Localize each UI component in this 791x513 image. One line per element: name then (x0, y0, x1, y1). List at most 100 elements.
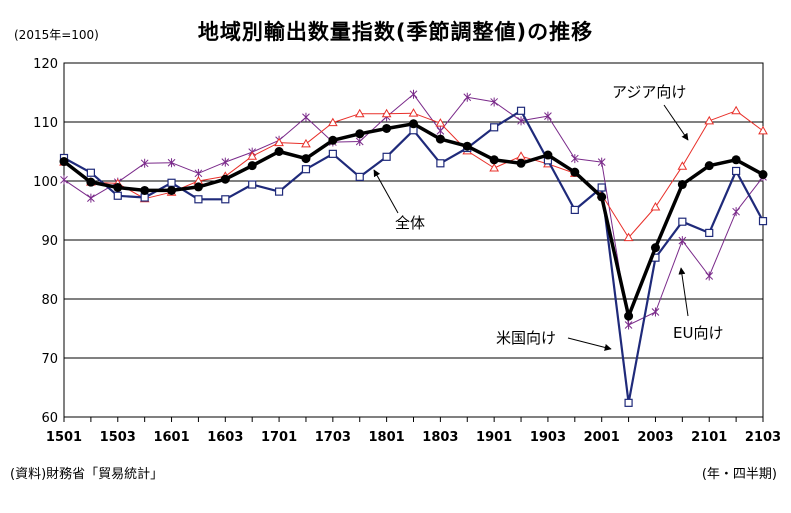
point-全体 (167, 185, 177, 195)
point-米国向け (490, 123, 499, 132)
x-tick-label: 1603 (207, 430, 243, 445)
x-tick-label: 1501 (46, 430, 82, 445)
point-EU向け (490, 97, 499, 107)
point-米国向け (274, 187, 284, 196)
point-米国向け (758, 217, 768, 226)
point-全体 (624, 311, 634, 321)
point-米国向け (516, 106, 526, 115)
x-tick-label: 2003 (637, 430, 673, 445)
point-全体 (86, 177, 96, 187)
point-全体 (220, 174, 230, 184)
x-tick-label: 1903 (530, 430, 566, 445)
point-アジア向け (677, 161, 688, 170)
point-アジア向け (516, 151, 526, 160)
point-EU向け (463, 92, 472, 102)
point-全体 (570, 167, 580, 177)
point-EU向け (221, 157, 230, 167)
point-全体 (516, 158, 526, 168)
x-tick-label: 2103 (745, 430, 781, 445)
point-EU向け (60, 175, 68, 185)
point-アジア向け (274, 137, 284, 147)
annotation-label: EU向け (673, 324, 723, 342)
x-tick-label: 1801 (369, 430, 405, 445)
point-全体 (274, 147, 284, 156)
point-全体 (355, 129, 365, 139)
point-EU向け (624, 320, 633, 330)
point-全体 (247, 161, 257, 171)
annotation-arrow (373, 169, 399, 214)
point-アジア向け (758, 125, 768, 135)
point-アジア向け (247, 151, 258, 160)
series-米国向け (59, 106, 768, 407)
x-tick-label: 2101 (691, 430, 727, 445)
point-アジア向け (623, 232, 634, 242)
point-アジア向け (381, 108, 392, 118)
point-全体 (650, 243, 660, 253)
point-アジア向け (408, 108, 419, 117)
point-全体 (140, 185, 150, 195)
point-全体 (435, 134, 445, 144)
point-EU向け (140, 158, 149, 168)
point-米国向け (140, 193, 149, 202)
point-全体 (301, 154, 311, 164)
annotation-label: アジア向け (612, 83, 686, 101)
point-全体 (328, 135, 338, 145)
y-tick-label: 80 (41, 293, 58, 308)
point-EU向け (678, 236, 687, 246)
point-アジア向け (354, 108, 365, 118)
chart-title: 地域別輸出数量指数(季節調整値)の推移 (197, 20, 594, 44)
y-tick-label: 110 (33, 116, 58, 131)
point-米国向け (328, 149, 337, 158)
y-axis: 60 70 80 90 100 110 120 (33, 57, 58, 426)
point-米国向け (194, 195, 203, 204)
period-label: (年・四半期) (701, 467, 777, 482)
annotation-arrow (567, 337, 612, 351)
point-EU向け (355, 136, 364, 146)
point-米国向け (436, 159, 445, 168)
y-tick-label: 100 (33, 175, 58, 190)
point-EU向け (409, 89, 418, 99)
annotation-arrow (663, 104, 689, 141)
point-アジア向け (301, 138, 311, 148)
point-EU向け (732, 207, 740, 217)
y-tick-label: 120 (33, 57, 58, 72)
point-米国向け (221, 195, 230, 204)
point-米国向け (705, 228, 714, 238)
point-EU向け (167, 158, 176, 168)
point-米国向け (167, 178, 176, 187)
point-全体 (113, 182, 123, 192)
annotation-label: 全体 (395, 214, 425, 232)
point-アジア向け (731, 105, 741, 115)
point-EU向け (302, 112, 310, 122)
point-全体 (731, 155, 741, 165)
point-米国向け (86, 168, 95, 177)
point-米国向け (382, 152, 391, 161)
y-tick-label: 70 (41, 352, 58, 367)
point-米国向け (301, 165, 311, 174)
point-全体 (489, 155, 499, 165)
series-group (59, 89, 768, 407)
point-EU向け (544, 111, 552, 121)
point-EU向け (651, 307, 660, 317)
source-note: (資料)財務省「貿易統計」 (10, 467, 164, 482)
point-全体 (677, 180, 687, 190)
annotation-label: 米国向け (496, 329, 556, 347)
point-米国向け (597, 183, 606, 192)
point-EU向け (597, 157, 606, 167)
x-tick-label: 1601 (153, 430, 189, 445)
x-tick-label: 1803 (422, 430, 458, 445)
x-tick-label: 1703 (315, 430, 351, 445)
point-EU向け (570, 154, 579, 164)
point-アジア向け (327, 117, 338, 127)
point-全体 (462, 141, 472, 151)
point-全体 (193, 182, 203, 192)
y-tick-label: 60 (41, 411, 58, 426)
point-EU向け (436, 126, 445, 136)
point-全体 (59, 157, 69, 167)
x-tick-label: 1701 (261, 430, 297, 445)
point-米国向け (248, 180, 257, 189)
point-EU向け (517, 116, 525, 126)
point-全体 (382, 123, 392, 133)
